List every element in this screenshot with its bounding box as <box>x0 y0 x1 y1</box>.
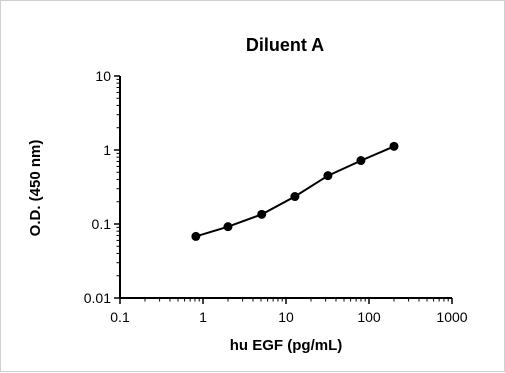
x-tick-label: 1 <box>199 309 207 325</box>
chart-title: Diluent A <box>246 35 324 55</box>
data-point <box>290 192 300 202</box>
data-point <box>257 209 267 219</box>
y-tick-label: 0.01 <box>84 290 111 306</box>
data-point <box>191 231 201 241</box>
x-tick-label: 0.1 <box>110 309 130 325</box>
data-point <box>323 171 333 181</box>
y-tick-label: 0.1 <box>92 216 112 232</box>
data-point <box>356 156 366 166</box>
data-point <box>223 222 233 232</box>
x-tick-label: 10 <box>278 309 294 325</box>
axes: 0.1 1 10 100 1000 0.01 0.1 1 10 <box>84 68 468 325</box>
data-point <box>389 141 399 151</box>
x-tick-label: 1000 <box>436 309 467 325</box>
x-tick-label: 100 <box>357 309 381 325</box>
x-axis-label: hu EGF (pg/mL) <box>230 337 342 354</box>
y-tick-label: 10 <box>95 68 111 84</box>
plot-area <box>191 141 399 241</box>
y-axis-label: O.D. (450 nm) <box>27 140 44 237</box>
y-tick-label: 1 <box>103 142 111 158</box>
